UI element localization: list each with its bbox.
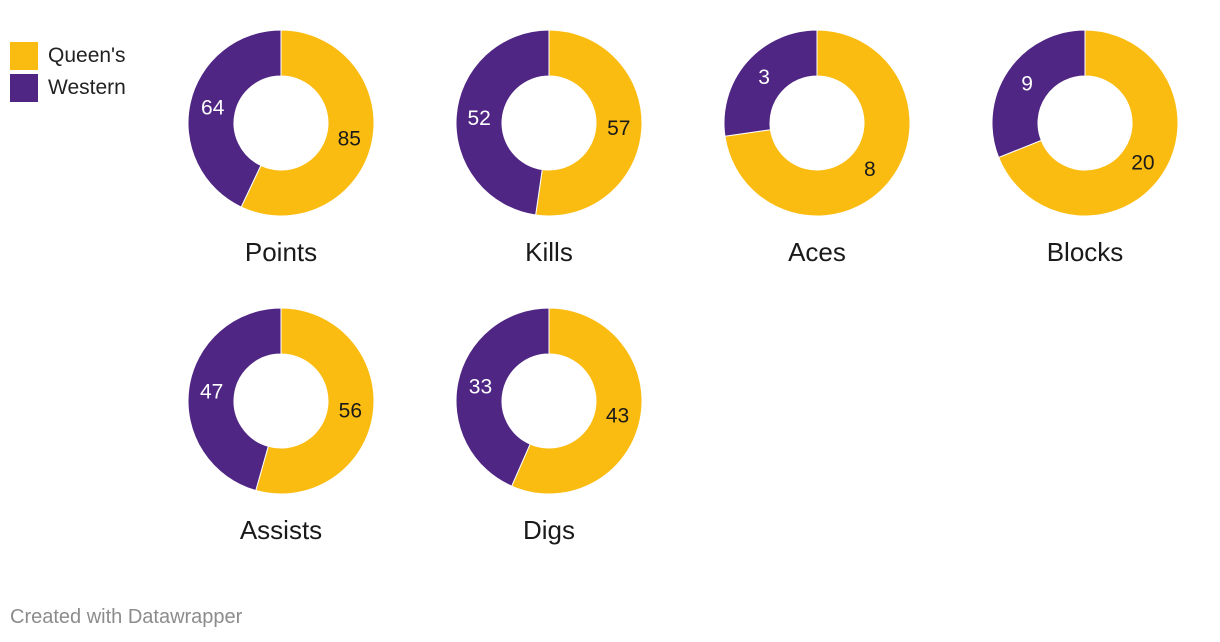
donut-title-aces: Aces xyxy=(788,237,846,267)
slice-label-digs-queen-s: 43 xyxy=(606,404,629,427)
slice-label-points-queen-s: 85 xyxy=(338,127,361,150)
footer-credit: Created with Datawrapper xyxy=(10,606,243,628)
slice-label-kills-queen-s: 57 xyxy=(607,117,630,140)
slice-aces-western xyxy=(723,29,818,137)
donut-title-kills: Kills xyxy=(525,237,573,267)
donut-assists: 56 47 Assists xyxy=(187,307,375,545)
slice-label-kills-western: 52 xyxy=(468,107,491,130)
slice-blocks-queen-s xyxy=(997,29,1179,217)
slice-points-western xyxy=(187,29,282,208)
slice-points-queen-s xyxy=(240,29,375,217)
slice-assists-queen-s xyxy=(255,307,375,495)
slice-label-digs-western: 33 xyxy=(469,376,492,399)
legend-swatch-queens xyxy=(10,42,38,70)
slice-digs-queen-s xyxy=(510,307,643,495)
legend-label-queens: Queen's xyxy=(48,44,126,67)
donut-title-digs: Digs xyxy=(523,515,575,545)
donut-title-assists: Assists xyxy=(240,515,322,545)
slice-label-assists-queen-s: 56 xyxy=(339,400,362,423)
donut-digs: 43 33 Digs xyxy=(455,307,643,545)
slice-digs-western xyxy=(455,307,550,487)
slice-label-blocks-western: 9 xyxy=(1021,73,1033,96)
slice-label-blocks-queen-s: 20 xyxy=(1131,151,1154,174)
slice-label-aces-queen-s: 8 xyxy=(864,158,876,181)
donut-title-points: Points xyxy=(245,237,317,267)
slice-kills-queen-s xyxy=(535,29,643,217)
donut-title-blocks: Blocks xyxy=(1047,237,1124,267)
slice-blocks-western xyxy=(991,29,1086,159)
slice-label-aces-western: 3 xyxy=(758,66,770,89)
donut-blocks: 20 9 Blocks xyxy=(991,29,1179,267)
slice-assists-western xyxy=(187,307,282,492)
legend-item-western: Western xyxy=(10,72,126,104)
legend-swatch-western xyxy=(10,74,38,102)
donut-points: 85 64 Points xyxy=(187,29,375,267)
slice-label-assists-western: 47 xyxy=(200,380,223,403)
donut-kills: 57 52 Kills xyxy=(455,29,643,267)
legend: Queen's Western xyxy=(10,40,126,104)
legend-label-western: Western xyxy=(48,76,126,99)
slice-kills-western xyxy=(455,29,550,216)
slice-aces-queen-s xyxy=(724,29,911,217)
donut-chart-grid: 85 64 Points 57 52 Kills 8 3 Aces 20 9 Blocks 56 47 As… xyxy=(187,29,1179,545)
donut-aces: 8 3 Aces xyxy=(723,29,911,267)
slice-label-points-western: 64 xyxy=(201,97,225,120)
legend-item-queens: Queen's xyxy=(10,40,126,72)
